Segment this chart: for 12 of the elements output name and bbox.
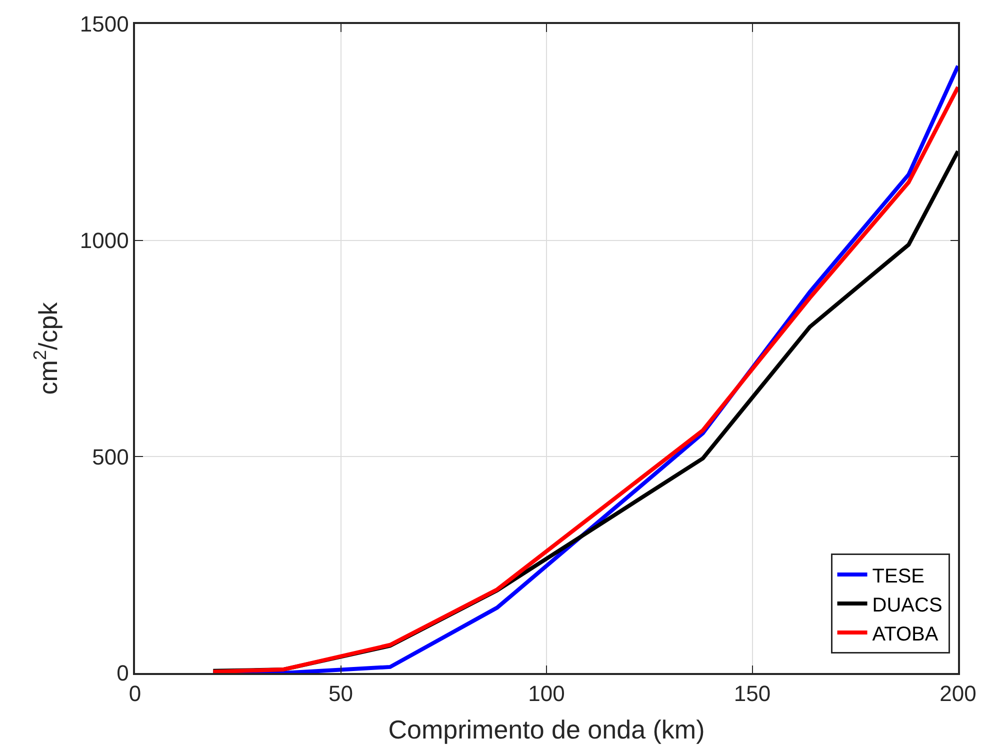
x-tick-label: 100 [528, 681, 565, 706]
legend-label: TESE [872, 565, 925, 588]
y-tick-label: 500 [92, 444, 129, 470]
x-tick-label: 50 [328, 681, 353, 706]
y-tick-label: 0 [116, 660, 129, 686]
x-tick-label: 150 [734, 681, 771, 706]
x-tick-label: 200 [940, 681, 976, 706]
x-axis-title: Comprimento de onda (km) [388, 714, 705, 744]
legend-label: ATOBA [872, 623, 939, 646]
y-tick-label: 1500 [80, 12, 129, 37]
y-tick-label: 1000 [80, 228, 129, 254]
legend-label: DUACS [872, 594, 942, 616]
